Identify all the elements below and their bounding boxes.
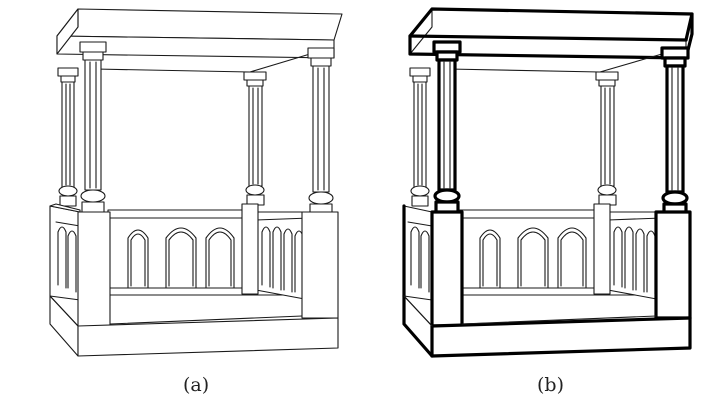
base-platform bbox=[49, 295, 339, 357]
pedestal-front-left-bold bbox=[430, 210, 464, 328]
column-back-left bbox=[57, 67, 79, 207]
balustrade-right-b bbox=[593, 203, 663, 301]
column-back-right-b bbox=[595, 71, 619, 206]
roof-top bbox=[56, 8, 343, 41]
column-front-right bbox=[307, 47, 335, 215]
pavilion-drawing-b bbox=[402, 7, 694, 358]
column-front-left-bold bbox=[432, 40, 462, 216]
pavilion-drawing-a bbox=[49, 8, 343, 357]
balustrade-back bbox=[107, 209, 257, 296]
column-front-right-bold bbox=[660, 46, 690, 216]
caption-a: (a) bbox=[183, 374, 210, 396]
balustrade-left bbox=[49, 203, 81, 301]
pedestal-front-right-bold bbox=[654, 210, 692, 320]
balustrade-right bbox=[241, 203, 311, 301]
balustrade-left-b bbox=[402, 204, 433, 301]
column-front-left bbox=[79, 41, 107, 215]
column-back-left-b bbox=[409, 67, 431, 207]
pedestal-front-right bbox=[301, 211, 339, 319]
column-back-right bbox=[243, 71, 267, 206]
pedestal-front-left bbox=[77, 211, 111, 327]
caption-b: (b) bbox=[537, 374, 564, 396]
base-platform-bold bbox=[402, 294, 692, 358]
balustrade-back-b bbox=[459, 209, 609, 296]
